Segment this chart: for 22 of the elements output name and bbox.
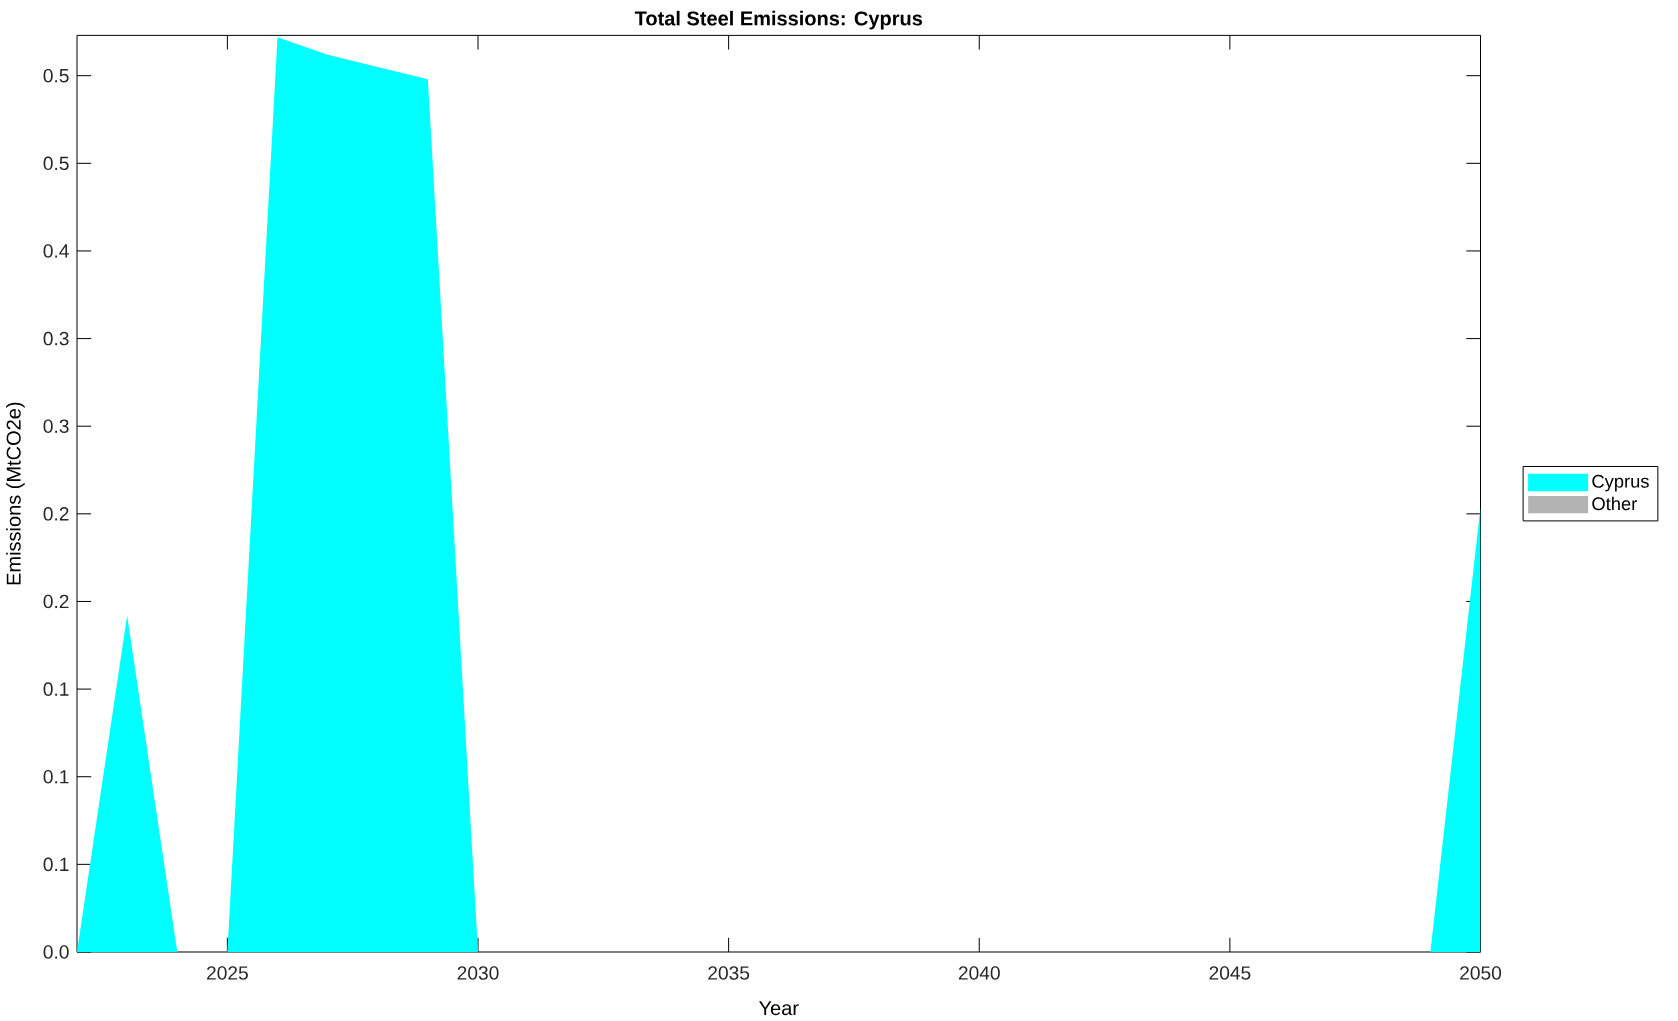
y-tick-label: 0.1	[43, 857, 69, 872]
y-tick-label: 0.4	[43, 244, 69, 258]
y-tick-label: 0.5	[43, 156, 69, 171]
x-tick-label: 2050	[1460, 966, 1502, 980]
x-tick-label: 2025	[207, 966, 248, 980]
y-tick-label: 0.3	[43, 419, 69, 433]
chart-title: Total Steel Emissions: Cyprus	[634, 10, 923, 30]
legend-label: Cyprus	[1592, 474, 1649, 492]
y-tick-label: 0.0	[43, 945, 69, 959]
y-tick-label: 0.5	[43, 68, 69, 83]
legend-label: Other	[1592, 496, 1637, 511]
y-tick-label: 0.3	[43, 331, 69, 346]
y-tick-label: 0.2	[43, 507, 69, 521]
y-axis-title: Emissions (MtCO2e)	[6, 402, 25, 585]
x-axis-title: Year	[759, 1001, 799, 1016]
x-tick-label: 2035	[708, 966, 750, 980]
y-tick-label: 0.1	[43, 682, 69, 696]
x-tick-label: 2045	[1209, 966, 1251, 980]
x-tick-label: 2030	[457, 966, 499, 980]
y-tick-label: 0.2	[43, 594, 69, 609]
x-tick-label: 2040	[958, 966, 1000, 980]
y-tick-label: 0.1	[43, 769, 69, 784]
